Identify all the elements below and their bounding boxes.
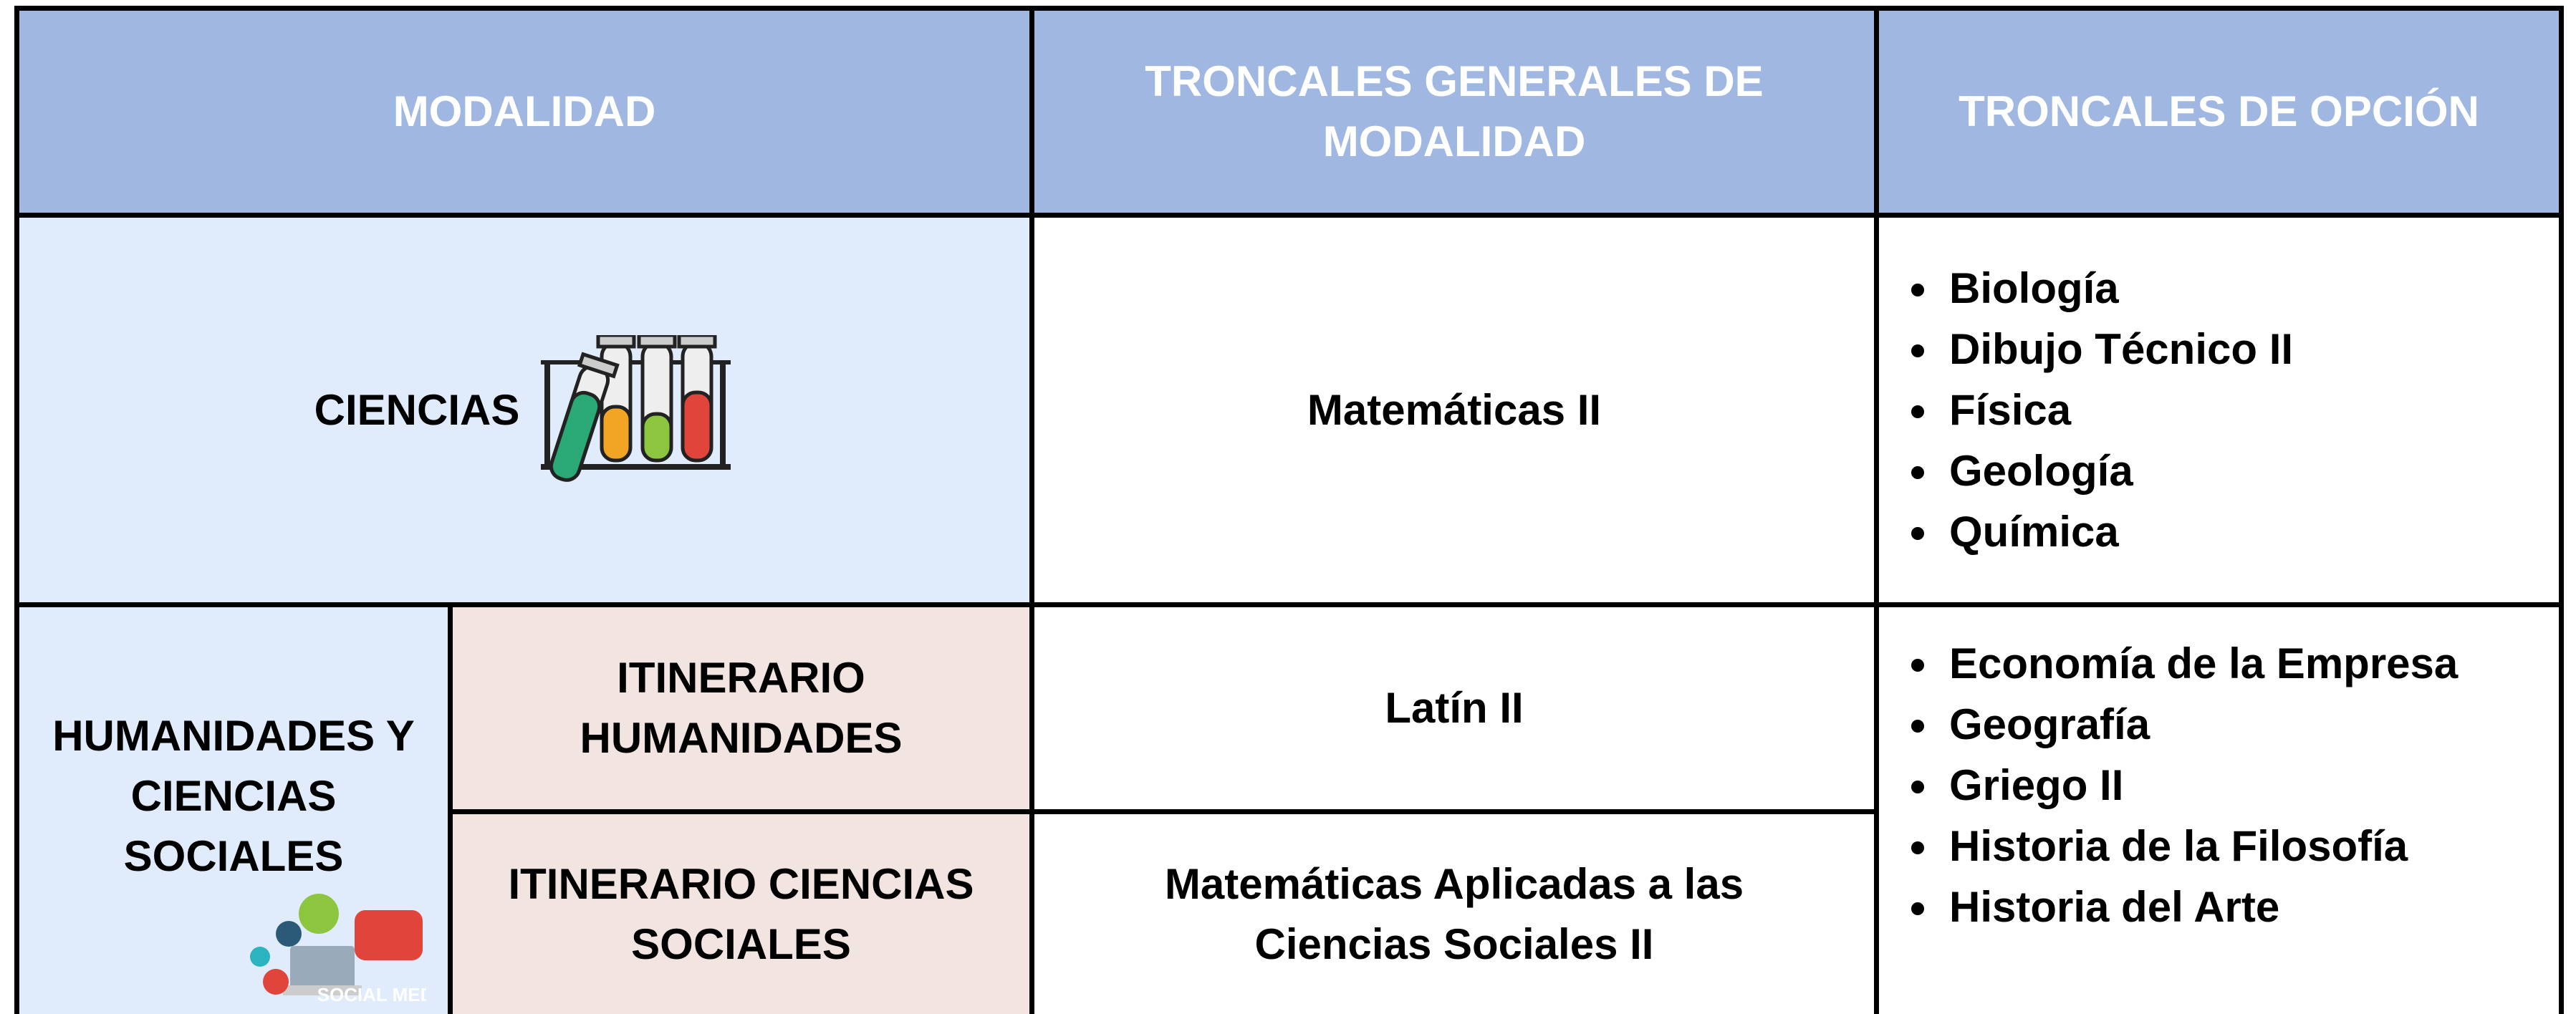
opcion-item: Griego II bbox=[1942, 755, 2458, 816]
troncal-text: Latín II bbox=[1385, 684, 1524, 732]
opcion-list: BiologíaDibujo Técnico IIFísicaGeologíaQ… bbox=[1879, 258, 2293, 562]
test-tubes-icon bbox=[541, 334, 731, 482]
header-cell: MODALIDAD bbox=[19, 11, 1029, 213]
modalidad-cell: CIENCIAS bbox=[19, 218, 1029, 602]
opcion-item: Física bbox=[1942, 380, 2293, 440]
troncal-cell: Matemáticas II bbox=[1034, 218, 1874, 602]
itinerario-text: ITINERARIO CIENCIAS SOCIALES bbox=[508, 859, 974, 968]
troncal-cell: Matemáticas Aplicadas a las Ciencias Soc… bbox=[1034, 814, 1874, 1014]
modalidad-text: HUMANIDADES Y CIENCIAS SOCIALES bbox=[52, 712, 415, 880]
opcion-item: Biología bbox=[1942, 258, 2293, 319]
opcion-list: Economía de la EmpresaGeografíaGriego II… bbox=[1879, 633, 2458, 937]
modalidad-cell: HUMANIDADES Y CIENCIAS SOCIALES SOCIAL M… bbox=[19, 607, 448, 1014]
itinerario-cell: ITINERARIO HUMANIDADES bbox=[453, 607, 1029, 809]
opcion-item: Historia del Arte bbox=[1942, 877, 2458, 937]
opcion-cell: Economía de la EmpresaGeografíaGriego II… bbox=[1879, 607, 2559, 1014]
modalidad-text: CIENCIAS bbox=[314, 385, 520, 434]
troncal-cell: Latín II bbox=[1034, 607, 1874, 809]
opcion-item: Economía de la Empresa bbox=[1942, 633, 2458, 694]
header-text: TRONCALES DE OPCIÓN bbox=[1959, 87, 2479, 135]
opcion-item: Geografía bbox=[1942, 694, 2458, 755]
header-text: TRONCALES GENERALES DE MODALIDAD bbox=[1145, 57, 1764, 165]
opcion-item: Química bbox=[1942, 501, 2293, 562]
troncal-text: Matemáticas II bbox=[1307, 385, 1602, 434]
header-cell: TRONCALES GENERALES DE MODALIDAD bbox=[1034, 11, 1874, 213]
opcion-item: Geología bbox=[1942, 440, 2293, 501]
opcion-item: Historia de la Filosofía bbox=[1942, 816, 2458, 877]
opcion-item: Dibujo Técnico II bbox=[1942, 319, 2293, 380]
social-media-icon: SOCIAL MEDIA bbox=[250, 894, 426, 1005]
opcion-cell: BiologíaDibujo Técnico IIFísicaGeologíaQ… bbox=[1879, 218, 2559, 602]
itinerario-text: ITINERARIO HUMANIDADES bbox=[580, 654, 903, 762]
icon-text: SOCIAL MEDIA bbox=[317, 984, 426, 1005]
header-text: MODALIDAD bbox=[393, 87, 656, 135]
table: MODALIDAD TRONCALES GENERALES DE MODALID… bbox=[14, 6, 2564, 1014]
itinerario-cell: ITINERARIO CIENCIAS SOCIALES bbox=[453, 814, 1029, 1014]
troncal-text: Matemáticas Aplicadas a las Ciencias Soc… bbox=[1164, 859, 1744, 968]
header-cell: TRONCALES DE OPCIÓN bbox=[1879, 11, 2559, 213]
